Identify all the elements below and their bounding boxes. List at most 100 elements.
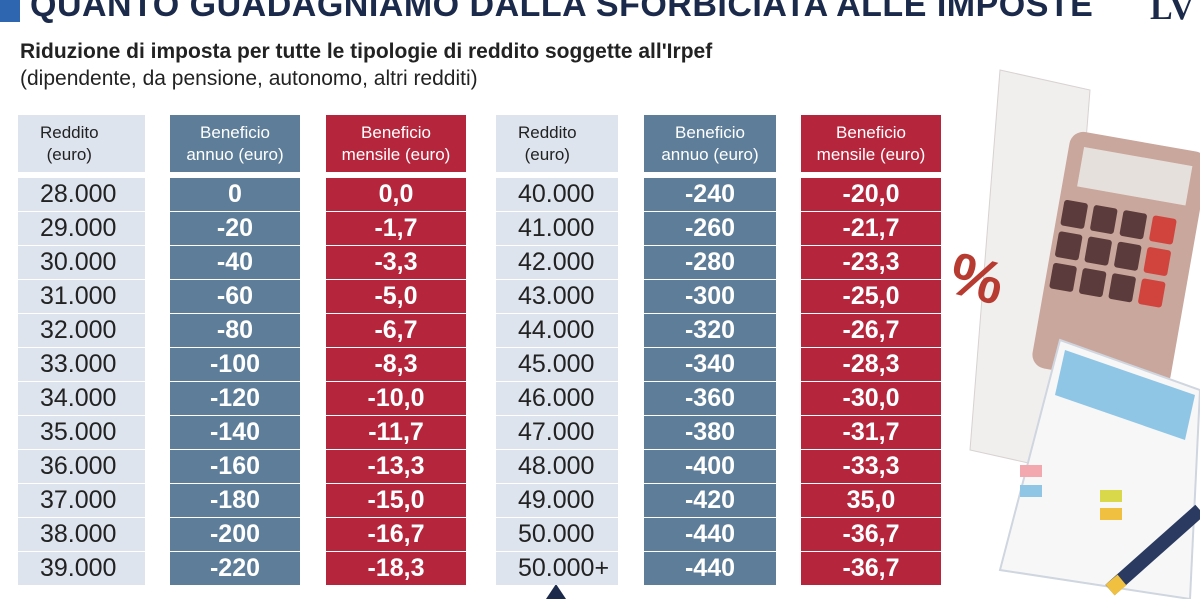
table-cell: 46.000 [496,382,618,415]
table-cell: -40 [170,246,300,279]
table-cell: -320 [644,314,776,347]
column-header: Beneficio mensile (euro) [801,115,941,172]
table-column: Beneficio annuo (euro) -240 -260 -280 -300 -3… [644,115,776,585]
table-cell: 0 [170,178,300,211]
table-cell: -13,3 [326,450,466,483]
table-cell: 48.000 [496,450,618,483]
table-cell: -400 [644,450,776,483]
column-header: Beneficio annuo (euro) [170,115,300,172]
table-cell: 37.000 [18,484,145,517]
logo: LV [1150,0,1195,27]
note: (dipendente, da pensione, autonomo, altr… [20,67,478,90]
table-cell: -28,3 [801,348,941,381]
table-cell: -300 [644,280,776,313]
table-cell: 50.000 [496,518,618,551]
marker-arrow [546,584,566,599]
table-cell: -200 [170,518,300,551]
table-cell: -36,7 [801,518,941,551]
header-gap [801,172,941,177]
document [998,338,1200,599]
table-cell: 33.000 [18,348,145,381]
subtitle: Riduzione di imposta per tutte le tipolo… [20,40,713,63]
table-cell: -360 [644,382,776,415]
table-cell: 28.000 [18,178,145,211]
table-cell: 41.000 [496,212,618,245]
header-gap [170,172,300,177]
table-cell: -25,0 [801,280,941,313]
table-cell: 43.000 [496,280,618,313]
table-cell: -280 [644,246,776,279]
table-cell: -10,0 [326,382,466,415]
table-cell: -60 [170,280,300,313]
header-gap [644,172,776,177]
table-cell: -100 [170,348,300,381]
table-cell: -11,7 [326,416,466,449]
table-cell: -15,0 [326,484,466,517]
table-cell: 50.000+ [496,552,618,585]
table-cell: 39.000 [18,552,145,585]
column-header: Reddito (euro) [18,115,145,172]
table-cell: -16,7 [326,518,466,551]
table-column: Beneficio mensile (euro) -20,0 -21,7 -23,3-… [801,115,941,585]
illustration: % [942,69,1200,599]
table-cell: 42.000 [496,246,618,279]
table-cell: 32.000 [18,314,145,347]
table-column: Reddito (euro) 40.000 41.000 42.000 43.000 44… [496,115,618,585]
column-header: Reddito (euro) [496,115,618,172]
table-cell: -18,3 [326,552,466,585]
table-cell: -240 [644,178,776,211]
table-cell: 38.000 [18,518,145,551]
table-cell: 47.000 [496,416,618,449]
table-cell: -140 [170,416,300,449]
table-cell: -260 [644,212,776,245]
table-cell: -420 [644,484,776,517]
table-cell: -3,3 [326,246,466,279]
table-cell: -5,0 [326,280,466,313]
table-cell: 44.000 [496,314,618,347]
table-cell: 40.000 [496,178,618,211]
table-cell: -120 [170,382,300,415]
table-column: Beneficio mensile (euro) 0,0 -1,7 -3,3 -5,0-… [326,115,466,585]
table-cell: -8,3 [326,348,466,381]
table-cell: -380 [644,416,776,449]
table-cell: 29.000 [18,212,145,245]
table-cell: 0,0 [326,178,466,211]
table-cell: -1,7 [326,212,466,245]
table-column: Beneficio annuo (euro) 0 -20 -40 -60 -80 -100-… [170,115,300,585]
title-marker [0,0,20,22]
header-gap [496,172,618,177]
table-cell: 30.000 [18,246,145,279]
table-cell: -36,7 [801,552,941,585]
table-cell: -440 [644,552,776,585]
table-column: Reddito (euro) 28.000 29.000 30.000 31.000 32… [18,115,145,585]
table-cell: -220 [170,552,300,585]
table-cell: -21,7 [801,212,941,245]
table-cell: 35.000 [18,416,145,449]
table-cell: 35,0 [801,484,941,517]
table-cell: 45.000 [496,348,618,381]
table-cell: -33,3 [801,450,941,483]
table-cell: -20,0 [801,178,941,211]
table-cell: -80 [170,314,300,347]
receipt: % [942,69,1200,471]
table-cell: -31,7 [801,416,941,449]
table-cell: 34.000 [18,382,145,415]
table-cell: -440 [644,518,776,551]
title: QUANTO GUADAGNIAMO DALLA SFORBICIATA ALL… [30,0,1094,24]
table-cell: -23,3 [801,246,941,279]
column-header: Beneficio mensile (euro) [326,115,466,172]
column-header: Beneficio annuo (euro) [644,115,776,172]
table-cell: -26,7 [801,314,941,347]
table-cell: -20 [170,212,300,245]
table-cell: -340 [644,348,776,381]
header-gap [18,172,145,177]
table-cell: -160 [170,450,300,483]
table-cell: 31.000 [18,280,145,313]
table-cell: 49.000 [496,484,618,517]
table-cell: -30,0 [801,382,941,415]
table-cell: -180 [170,484,300,517]
table-cell: 36.000 [18,450,145,483]
table-cell: -6,7 [326,314,466,347]
header-gap [326,172,466,177]
